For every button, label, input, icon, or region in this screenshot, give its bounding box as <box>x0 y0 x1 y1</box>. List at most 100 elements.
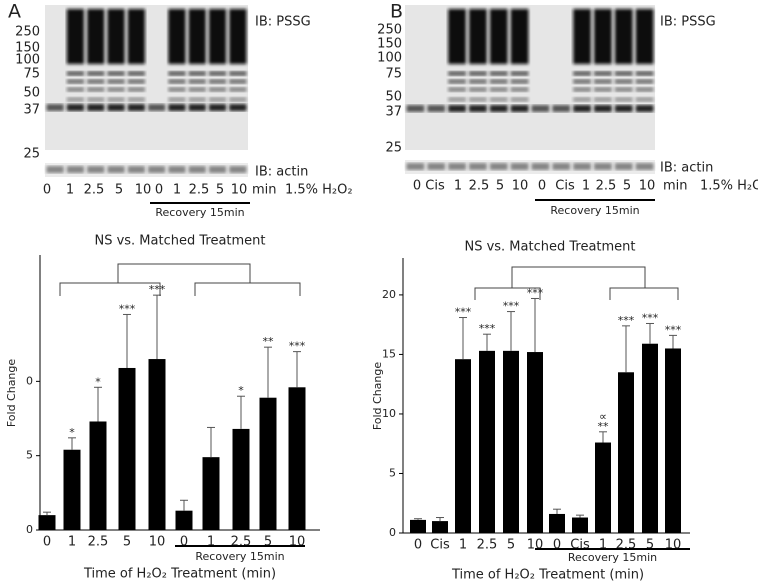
band <box>614 97 633 102</box>
band <box>208 97 227 102</box>
band <box>127 104 145 111</box>
bar <box>665 348 681 533</box>
lane-label: 0 <box>538 179 546 194</box>
smear <box>510 9 529 64</box>
lane-label: 10 <box>231 183 248 198</box>
band <box>168 87 186 92</box>
band <box>46 104 64 111</box>
x-tick-label: 0 <box>43 535 51 550</box>
group-label: Recovery 15min <box>195 550 284 563</box>
treatment-label: 1.5% H₂O₂ <box>285 183 353 198</box>
x-tick-label: 10 <box>289 535 306 550</box>
band <box>107 97 125 102</box>
smear <box>127 9 145 64</box>
band <box>229 87 247 92</box>
band <box>573 97 591 102</box>
recovery-label: Recovery 15min <box>550 204 639 217</box>
x-tick-label: 0 <box>414 538 422 553</box>
band <box>614 105 633 112</box>
x-tick-label: 1 <box>207 535 215 550</box>
smear <box>594 9 612 64</box>
smear <box>573 9 591 64</box>
band <box>469 79 487 84</box>
x-tick-label: 10 <box>149 535 166 550</box>
lane-label: 2.5 <box>189 183 210 198</box>
lane-label: 1 <box>173 183 181 198</box>
y-tick-label: 10 <box>382 407 396 420</box>
y-tick-label: 0 <box>389 526 396 539</box>
lane-label: 5 <box>496 179 504 194</box>
band <box>489 97 508 102</box>
y-tick-label: 5 <box>26 449 33 462</box>
significance: ** <box>598 420 610 433</box>
antibody-label: IB: PSSG <box>660 15 716 30</box>
x-tick-label: 1 <box>68 535 76 550</box>
band <box>469 105 487 112</box>
significance: *** <box>618 314 635 327</box>
mw-marker: 250 <box>15 25 40 40</box>
band <box>427 105 446 112</box>
mw-marker: 25 <box>385 141 402 156</box>
bar <box>202 457 220 530</box>
smear <box>107 9 125 64</box>
smear <box>208 9 227 64</box>
smear <box>489 9 508 64</box>
bracket <box>609 287 679 300</box>
lane-label: 5 <box>115 183 123 198</box>
band <box>448 71 466 76</box>
lane-label: 2.5 <box>469 179 490 194</box>
lane-label: 1 <box>66 183 74 198</box>
band <box>229 71 247 76</box>
lane-label: 5 <box>216 183 224 198</box>
band <box>66 71 85 76</box>
significance: * <box>238 384 244 397</box>
x-tick-label: 1 <box>599 538 607 553</box>
band <box>573 87 591 92</box>
band <box>448 105 466 112</box>
smear <box>66 9 85 64</box>
band <box>448 79 466 84</box>
band <box>127 79 145 84</box>
band <box>573 71 591 76</box>
band <box>573 79 591 84</box>
band <box>510 87 529 92</box>
mw-marker: 25 <box>23 147 40 162</box>
band <box>168 104 186 111</box>
smear <box>614 9 633 64</box>
bracket-label: NS vs. Matched Treatment <box>464 240 635 255</box>
y-tick-label: 0 <box>26 523 33 536</box>
band <box>66 87 85 92</box>
band <box>594 71 612 76</box>
band <box>107 79 125 84</box>
bar <box>527 352 543 533</box>
band <box>107 71 125 76</box>
band <box>614 71 633 76</box>
band <box>489 105 508 112</box>
x-axis-label: Time of H₂O₂ Treatment (min) <box>83 567 276 582</box>
bar <box>259 397 277 530</box>
smear <box>448 9 466 64</box>
lane-label: 0 <box>155 183 163 198</box>
y-tick-label: 20 <box>382 288 396 301</box>
y-tick-label: 5 <box>389 466 396 479</box>
mw-marker: 75 <box>23 67 40 82</box>
bar <box>455 359 471 533</box>
bar <box>503 350 519 533</box>
x-tick-label: 0 <box>180 535 188 550</box>
band <box>87 87 105 92</box>
band <box>87 97 105 102</box>
significance: *** <box>665 323 682 336</box>
smear <box>635 9 654 64</box>
bar <box>479 350 495 533</box>
x-tick-label: 1 <box>459 538 467 553</box>
bar <box>410 519 426 533</box>
band <box>406 105 425 112</box>
lane-label: 1 <box>454 179 462 194</box>
band <box>66 97 85 102</box>
bracket <box>474 287 541 300</box>
significance: *** <box>642 311 659 324</box>
band <box>127 71 145 76</box>
band <box>66 104 85 111</box>
band <box>573 105 591 112</box>
